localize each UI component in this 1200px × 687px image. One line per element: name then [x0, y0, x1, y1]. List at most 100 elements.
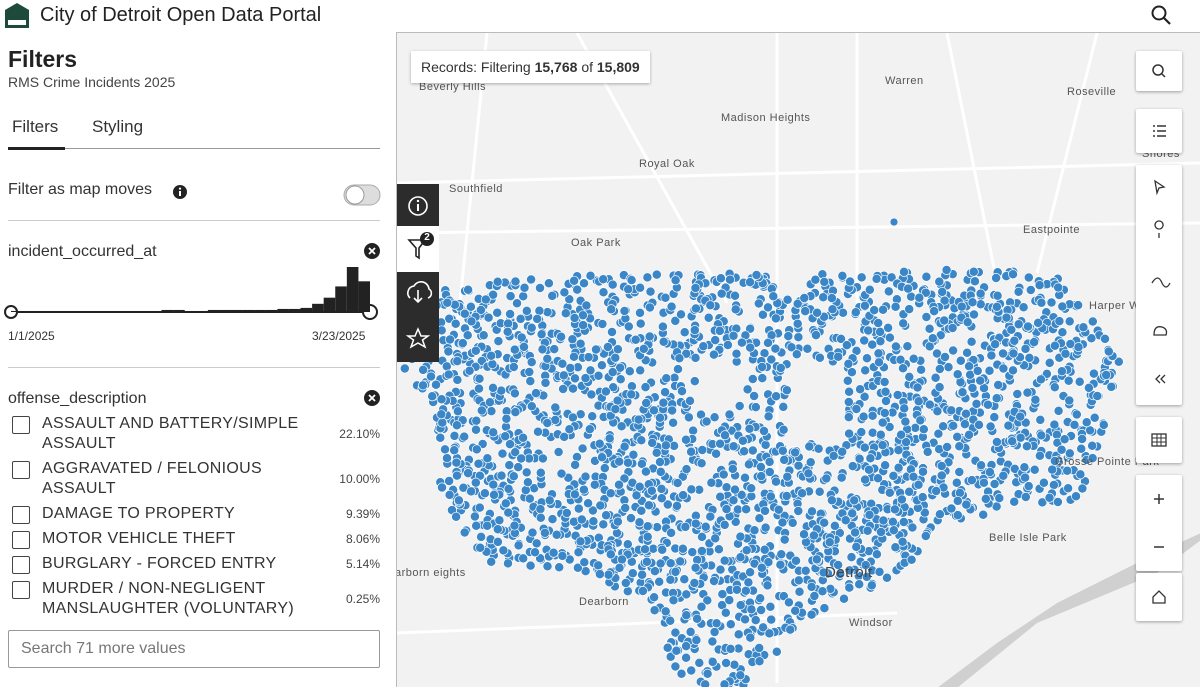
incident-point	[876, 527, 886, 537]
logo[interactable]	[4, 2, 30, 30]
incident-point	[990, 339, 1001, 350]
incident-point	[813, 443, 824, 454]
incident-point	[924, 323, 935, 334]
checkbox[interactable]	[12, 581, 30, 599]
info-icon[interactable]	[172, 184, 188, 200]
incident-point	[661, 373, 672, 384]
incident-point	[898, 517, 909, 527]
incident-point	[931, 486, 942, 496]
incident-point	[600, 386, 611, 397]
incident-point	[1023, 272, 1034, 283]
incident-point	[486, 556, 497, 567]
incident-point	[525, 560, 536, 571]
incident-point	[966, 475, 977, 486]
checkbox[interactable]	[12, 506, 30, 524]
incident-point	[530, 547, 540, 558]
incident-point	[457, 338, 468, 349]
checkbox[interactable]	[12, 416, 30, 434]
incident-point	[1059, 434, 1070, 445]
incident-point	[733, 629, 744, 640]
incident-point	[550, 402, 561, 413]
histogram-bar	[115, 310, 127, 312]
incident-point	[484, 397, 495, 408]
incident-point	[593, 560, 604, 571]
incident-point	[874, 357, 884, 368]
incident-point	[692, 613, 703, 624]
incident-point	[493, 336, 504, 347]
clear-filter[interactable]	[363, 242, 381, 260]
incident-point	[757, 309, 768, 320]
place-label: Southfield	[449, 183, 503, 195]
incident-point	[880, 460, 891, 471]
incident-point	[471, 444, 482, 455]
incident-point	[479, 488, 490, 499]
incident-point	[806, 609, 817, 620]
clear-filter[interactable]	[363, 389, 381, 407]
home-button[interactable]	[1136, 573, 1182, 621]
incident-point	[488, 427, 499, 438]
incident-point	[700, 679, 711, 687]
incident-point	[655, 412, 665, 423]
tab[interactable]: Filters	[12, 117, 59, 136]
incident-point	[603, 569, 614, 580]
incident-point	[526, 357, 537, 368]
draw-tools[interactable]	[1136, 165, 1182, 405]
tab-divider	[8, 148, 380, 149]
incident-point	[753, 298, 764, 309]
map-search[interactable]	[1136, 51, 1182, 91]
incident-point	[728, 495, 739, 506]
incident-point	[471, 424, 481, 435]
incident-point	[730, 516, 741, 527]
incident-point	[888, 470, 899, 481]
incident-point	[824, 537, 835, 548]
incident-point	[669, 372, 680, 383]
tab[interactable]: Styling	[92, 117, 144, 136]
incident-point	[607, 367, 618, 378]
legend-button[interactable]	[1136, 109, 1182, 153]
checkbox[interactable]	[12, 556, 30, 574]
zoom-controls[interactable]	[1136, 475, 1182, 571]
info-button[interactable]	[408, 196, 428, 216]
checkbox[interactable]	[12, 531, 30, 549]
incident-point	[463, 284, 474, 295]
incident-point	[634, 517, 645, 528]
search-button[interactable]	[1150, 4, 1172, 26]
value-search[interactable]: Search 71 more values	[8, 630, 380, 668]
option-label: MURDER / NON-NEGLIGENT MANSLAUGHTER (VOL…	[42, 580, 294, 617]
incident-point	[807, 506, 817, 517]
incident-point	[627, 568, 638, 579]
incident-point	[649, 405, 659, 416]
incident-point	[720, 607, 731, 618]
incident-point	[677, 386, 687, 397]
favorite-button[interactable]	[405, 327, 431, 349]
incident-point	[728, 330, 739, 341]
incident-point	[897, 536, 908, 547]
incident-point	[605, 549, 616, 560]
map[interactable]: Warren Roseville Beverly Hills Madison Heig…	[396, 32, 1200, 687]
incident-point	[597, 319, 608, 329]
incident-point	[914, 292, 925, 303]
toggle-switch[interactable]	[343, 183, 383, 207]
incident-point	[811, 554, 822, 565]
incident-point	[1008, 365, 1018, 376]
incident-point	[622, 586, 633, 597]
incident-point	[644, 302, 655, 313]
incident-point	[1003, 420, 1014, 431]
incident-point	[1087, 316, 1098, 327]
incident-point	[967, 297, 978, 308]
table-button[interactable]	[1136, 417, 1182, 463]
incident-point	[674, 353, 685, 364]
incident-point	[1056, 366, 1067, 377]
incident-point	[811, 330, 821, 341]
incident-point	[518, 553, 529, 564]
incident-point	[463, 468, 474, 479]
filter-button[interactable]	[397, 226, 439, 272]
incident-point	[502, 326, 513, 337]
checkbox[interactable]	[12, 461, 30, 479]
incident-point	[515, 313, 526, 324]
incident-point	[620, 578, 631, 588]
download-button[interactable]	[407, 281, 433, 304]
incident-point	[702, 595, 713, 606]
incident-point	[559, 431, 570, 442]
